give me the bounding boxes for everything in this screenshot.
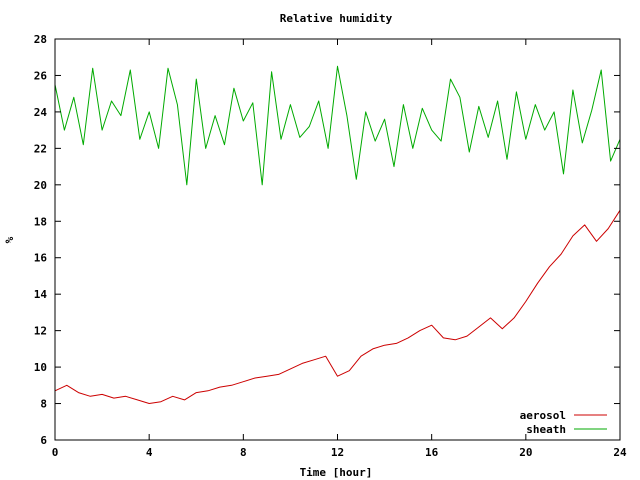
x-tick-label: 24	[613, 446, 627, 459]
x-tick-label: 12	[331, 446, 344, 459]
legend-label-sheath: sheath	[526, 423, 566, 436]
series-line-aerosol	[54, 210, 621, 404]
y-tick-label: 24	[34, 106, 48, 119]
x-tick-labels: 0 4 8 12 16 20 24	[52, 446, 627, 459]
x-tick-label: 8	[240, 446, 247, 459]
series-line-sheath	[54, 65, 621, 186]
y-tick-label: 12	[34, 325, 47, 338]
y-tick-label: 16	[34, 252, 48, 265]
y-tick-label: 14	[34, 288, 48, 301]
series-layer	[54, 65, 621, 404]
axis-ticks	[54, 38, 621, 441]
x-axis-label: Time [hour]	[300, 466, 373, 479]
legend-label-aerosol: aerosol	[520, 409, 566, 422]
x-tick-label: 20	[519, 446, 532, 459]
x-tick-label: 16	[425, 446, 439, 459]
x-tick-label: 4	[146, 446, 153, 459]
x-tick-label: 0	[52, 446, 59, 459]
y-axis-label: %	[3, 236, 16, 243]
y-tick-label: 22	[34, 142, 47, 155]
y-tick-label: 8	[40, 398, 47, 411]
y-tick-label: 6	[40, 434, 47, 447]
y-tick-label: 10	[34, 361, 47, 374]
y-tick-label: 28	[34, 33, 47, 46]
y-tick-labels: 6 8 10 12 14 16 18 20 22 24 26 28	[34, 33, 48, 447]
chart-title: Relative humidity	[280, 12, 393, 25]
y-tick-label: 18	[34, 215, 47, 228]
y-tick-label: 20	[34, 179, 47, 192]
y-tick-label: 26	[34, 69, 48, 82]
